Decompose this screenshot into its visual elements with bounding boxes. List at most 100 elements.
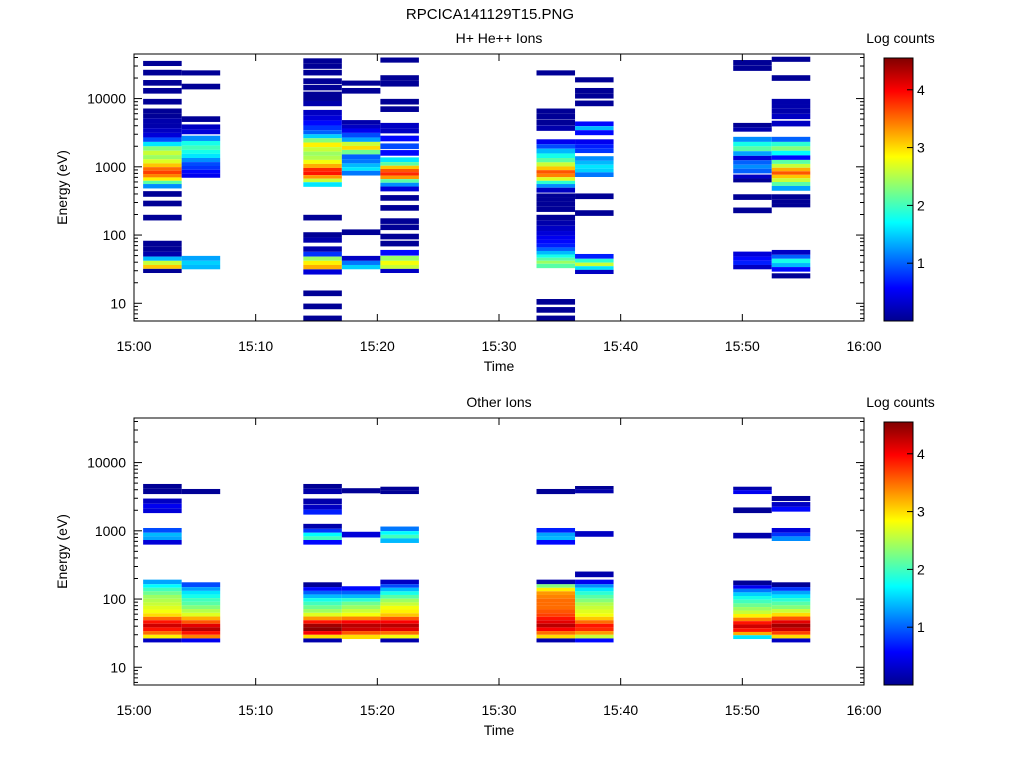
heatmap-cell bbox=[733, 592, 772, 597]
colorbar-gradient bbox=[883, 421, 914, 686]
x-axis: 15:00 15:10 15:20 15:30 15:40 15:50 16:00 Time bbox=[116, 54, 882, 374]
heatmap-cell bbox=[143, 246, 182, 252]
heatmap-cell bbox=[143, 69, 182, 76]
heatmap-cell bbox=[380, 179, 419, 183]
colorbar: 1 2 3 4 Log counts bbox=[866, 394, 935, 686]
heatmap-cell bbox=[380, 620, 419, 624]
heatmap-cell bbox=[733, 607, 772, 611]
heatmap-cell bbox=[181, 83, 221, 90]
heatmap-cell bbox=[380, 172, 419, 176]
heatmap-cell bbox=[143, 488, 182, 495]
heatmap-cell bbox=[303, 539, 342, 545]
heatmap-cell bbox=[380, 249, 419, 256]
heatmap-cell bbox=[143, 128, 182, 133]
heatmap-cell bbox=[143, 579, 182, 585]
heatmap-cell bbox=[181, 145, 221, 150]
heatmap-cell bbox=[380, 264, 419, 269]
heatmap-cell bbox=[536, 254, 576, 258]
heatmap-cell bbox=[380, 165, 419, 170]
heatmap-cell bbox=[143, 159, 182, 164]
heatmap-cell bbox=[575, 144, 614, 149]
heatmap-cell bbox=[733, 613, 772, 618]
heatmap-cell bbox=[575, 77, 614, 83]
heatmap-cell bbox=[771, 620, 811, 624]
heatmap-cell bbox=[143, 616, 182, 621]
heatmap-cell bbox=[380, 602, 419, 606]
y-tick-label: 10000 bbox=[87, 455, 126, 471]
heatmap-cell bbox=[341, 634, 381, 640]
heatmap-cell bbox=[303, 315, 342, 321]
heatmap-cell bbox=[536, 193, 576, 198]
heatmap-cell bbox=[341, 124, 381, 129]
heatmap-cell bbox=[575, 584, 614, 588]
heatmap-cell bbox=[575, 262, 614, 267]
heatmap-cell bbox=[303, 63, 342, 69]
heatmap-cell bbox=[303, 175, 342, 179]
heatmap-cell bbox=[143, 613, 182, 617]
heatmap-cell bbox=[536, 108, 576, 114]
heatmap-cell bbox=[733, 585, 772, 589]
heatmap-cell bbox=[771, 638, 811, 643]
heatmap-cell bbox=[380, 534, 419, 539]
heatmap-cell bbox=[143, 87, 182, 94]
heatmap-cell bbox=[303, 109, 342, 116]
heatmap-cell bbox=[771, 502, 811, 507]
heatmap-cell bbox=[536, 148, 576, 154]
heatmap-cell bbox=[380, 240, 419, 247]
heatmap-cell bbox=[536, 166, 576, 171]
heatmap-cell bbox=[143, 638, 182, 643]
heatmap-cell bbox=[536, 139, 576, 145]
heatmap-cell bbox=[536, 602, 576, 606]
heatmap-cell bbox=[536, 231, 576, 236]
heatmap-cell bbox=[771, 601, 811, 606]
heatmap-cell bbox=[143, 113, 182, 119]
heatmap-cell bbox=[575, 489, 614, 494]
heatmap-cell bbox=[303, 634, 342, 639]
heatmap-cell bbox=[575, 634, 614, 639]
heatmap-cell bbox=[733, 260, 772, 265]
heatmap-cell bbox=[733, 207, 772, 214]
heatmap-cell bbox=[181, 638, 221, 643]
heatmap-cell bbox=[143, 605, 182, 610]
panel-title: Other Ions bbox=[466, 394, 531, 410]
heatmap-cell bbox=[733, 146, 772, 152]
heatmap-cell bbox=[575, 605, 614, 610]
heatmap-cell bbox=[575, 579, 614, 585]
heatmap-cell bbox=[303, 151, 342, 156]
colorbar-label: Log counts bbox=[866, 394, 935, 410]
heatmap-cell bbox=[143, 532, 182, 537]
heatmap-cell bbox=[733, 603, 772, 608]
heatmap-cell bbox=[536, 201, 576, 207]
heatmap-cell bbox=[575, 148, 614, 154]
heatmap-cell bbox=[771, 163, 811, 168]
heatmap-cell bbox=[771, 587, 811, 591]
heatmap-cell bbox=[303, 587, 342, 591]
heatmap-cell bbox=[341, 531, 381, 538]
heatmap-cell bbox=[575, 168, 614, 173]
heatmap-cell bbox=[181, 70, 221, 76]
heatmap-cell bbox=[771, 167, 811, 172]
heatmap-cell bbox=[181, 116, 221, 122]
heatmap-cell bbox=[733, 65, 772, 71]
heatmap-cell bbox=[341, 128, 381, 133]
heatmap-cell bbox=[143, 260, 182, 265]
heatmap-cell bbox=[380, 175, 419, 180]
heatmap-cell bbox=[536, 263, 576, 269]
heatmap-cell bbox=[341, 80, 381, 86]
heatmap-cell bbox=[575, 616, 614, 621]
heatmap-cell bbox=[181, 616, 221, 621]
heatmap-cell bbox=[771, 104, 811, 109]
heatmap-cell bbox=[341, 620, 381, 624]
heatmap-cell bbox=[303, 58, 342, 64]
x-tick-label: 16:00 bbox=[846, 702, 881, 718]
heatmap-cell bbox=[536, 243, 576, 248]
heatmap-cell bbox=[733, 151, 772, 156]
heatmap-cell bbox=[303, 142, 342, 148]
heatmap-cell bbox=[380, 205, 419, 211]
heatmap-cell bbox=[181, 169, 221, 174]
heatmap-cell bbox=[771, 98, 811, 105]
heatmap-cell bbox=[536, 119, 576, 126]
heatmap-cell bbox=[733, 486, 772, 491]
colorbar-tick-label: 3 bbox=[917, 504, 925, 520]
heatmap-cell bbox=[380, 169, 419, 173]
